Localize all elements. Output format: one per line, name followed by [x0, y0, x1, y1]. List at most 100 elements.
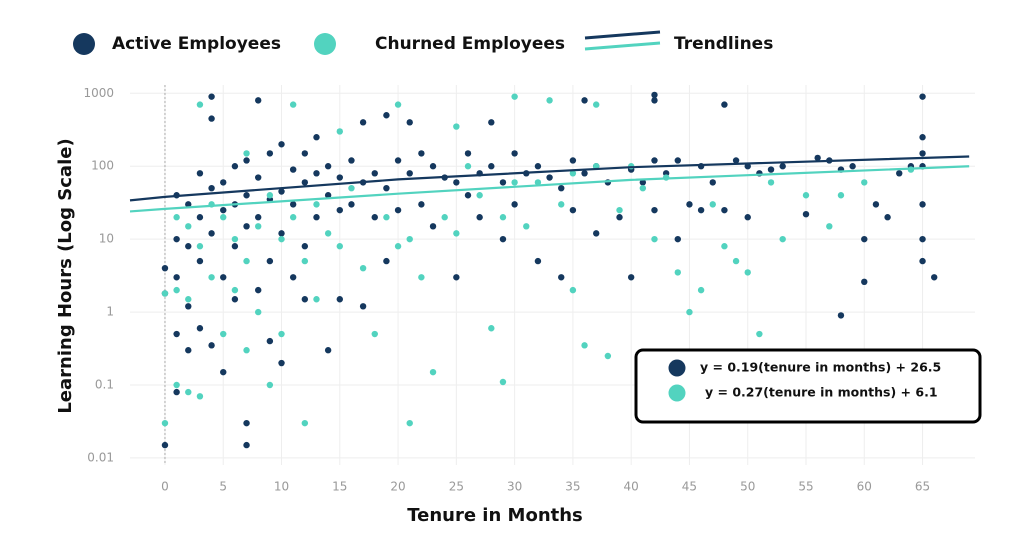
point: [546, 97, 553, 104]
point: [196, 101, 204, 108]
point: [569, 206, 577, 214]
point: [779, 163, 786, 170]
point: [534, 179, 542, 186]
y-tick-label: 100: [91, 159, 114, 173]
point: [301, 419, 309, 427]
point: [383, 112, 390, 119]
y-tick-label: 1: [106, 305, 114, 319]
point: [336, 206, 343, 214]
point: [581, 342, 588, 349]
point: [558, 184, 565, 192]
point: [511, 150, 518, 157]
point: [359, 264, 367, 272]
point: [278, 235, 285, 243]
point: [289, 166, 297, 173]
annotations: y = 0.19(tenure in months) + 26.5 y = 0.2…: [668, 359, 941, 402]
point: [499, 179, 507, 186]
point: [651, 97, 658, 104]
point: [231, 163, 239, 170]
point: [336, 296, 343, 303]
point: [651, 206, 658, 214]
point: [255, 223, 262, 230]
x-tick-label: 60: [857, 480, 872, 494]
point: [324, 163, 332, 170]
point: [767, 179, 775, 186]
point: [651, 157, 658, 164]
grid: 0 5 10 15 20 25 30 35 40 45 50 55 60 65 0.01 0.1 1 10 100 1…: [83, 85, 975, 494]
point: [919, 134, 926, 141]
point: [651, 235, 658, 243]
x-tick-label: 55: [798, 480, 813, 494]
point: [837, 312, 845, 319]
point: [476, 214, 483, 221]
point: [243, 347, 250, 354]
point: [301, 179, 309, 186]
point: [313, 134, 320, 141]
point: [534, 257, 542, 265]
point: [208, 274, 215, 281]
point: [161, 419, 169, 427]
point: [173, 388, 180, 396]
legend-marker: [73, 33, 95, 55]
point: [278, 230, 285, 237]
point: [931, 274, 938, 281]
point: [336, 174, 343, 181]
point: [289, 101, 297, 108]
point: [324, 230, 332, 237]
legend-line: [584, 30, 661, 40]
point: [744, 269, 751, 276]
point: [429, 223, 437, 230]
point: [173, 381, 180, 389]
y-axis-title: Learning Hours (Log Scale): [55, 138, 76, 413]
point: [255, 286, 262, 294]
point: [371, 170, 378, 177]
annotation: y = 0.27(tenure in months) + 6.1: [705, 385, 938, 400]
point: [278, 330, 285, 338]
point: [686, 308, 693, 316]
point: [453, 230, 460, 237]
point: [919, 257, 926, 265]
point: [453, 123, 460, 130]
point: [336, 243, 343, 250]
point: [861, 179, 868, 186]
point: [243, 150, 250, 157]
x-tick-label: 15: [332, 480, 347, 494]
point: [418, 150, 425, 157]
point: [266, 257, 274, 265]
point: [220, 214, 227, 221]
point: [196, 393, 204, 400]
point: [418, 274, 425, 281]
point: [604, 352, 612, 360]
point: [639, 184, 647, 192]
point: [919, 93, 926, 100]
point: [581, 170, 588, 177]
trendline: [129, 165, 970, 213]
y-tick-label: 0.1: [95, 378, 114, 392]
point: [488, 325, 495, 332]
point: [243, 157, 250, 164]
point: [511, 201, 518, 208]
point: [464, 192, 472, 199]
point: [348, 184, 355, 192]
point: [371, 214, 378, 221]
point: [313, 170, 320, 177]
point: [208, 184, 215, 192]
point: [266, 192, 274, 199]
legend-marker: [314, 33, 336, 55]
point: [674, 157, 681, 164]
point: [185, 296, 192, 303]
point: [837, 192, 845, 199]
point: [301, 243, 309, 250]
point: [383, 214, 390, 221]
point: [255, 214, 262, 221]
point: [243, 441, 250, 449]
point: [499, 235, 507, 243]
point: [394, 243, 402, 250]
point: [697, 206, 705, 214]
point: [243, 223, 250, 230]
point: [756, 330, 763, 338]
point: [593, 230, 600, 237]
annotation-marker: [668, 384, 686, 402]
point: [488, 163, 495, 170]
point: [826, 223, 833, 230]
